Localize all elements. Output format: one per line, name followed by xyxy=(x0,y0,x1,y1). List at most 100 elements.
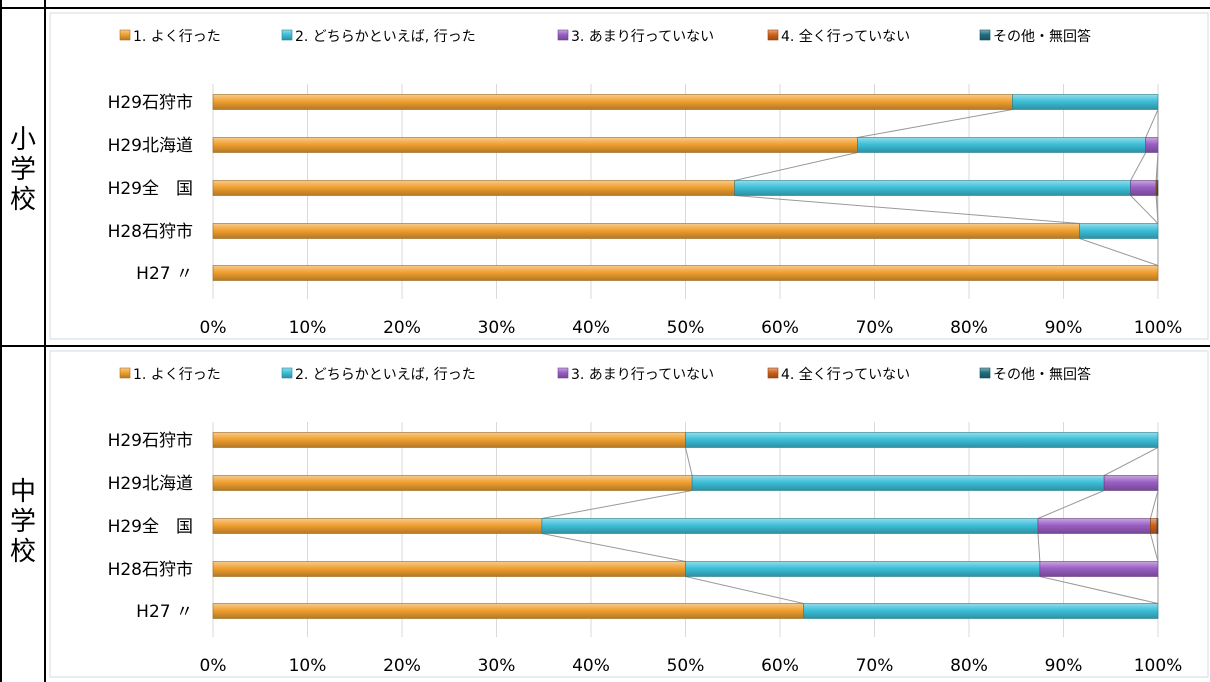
series-connector-line xyxy=(734,152,858,181)
x-tick-label: 70% xyxy=(856,656,894,676)
section-label-char: 校 xyxy=(9,537,36,567)
section-label-char: 中 xyxy=(9,477,36,507)
series-connector-line xyxy=(734,195,1080,224)
x-tick-label: 40% xyxy=(572,656,610,676)
series-connector-line xyxy=(1039,576,1159,604)
legend-label: その他・無回答 xyxy=(993,28,1091,45)
series-connector-line xyxy=(541,490,693,519)
bar-segment xyxy=(857,137,1147,153)
bar-segment xyxy=(212,137,858,153)
bar-segment xyxy=(212,603,804,619)
category-label: H29全 国 xyxy=(108,179,193,199)
series-connector-line xyxy=(1149,533,1159,562)
bar-segment xyxy=(803,603,1159,619)
x-tick-label: 60% xyxy=(761,318,799,338)
legend-label: 2. どちらかといえば, 行った xyxy=(295,367,476,383)
section-label-char: 学 xyxy=(9,155,36,185)
series-connector-line xyxy=(1130,195,1159,224)
category-label: H28石狩市 xyxy=(108,222,193,242)
legend-swatch xyxy=(281,367,293,379)
legend-label: 1. よく行った xyxy=(133,367,221,383)
label-column-divider xyxy=(44,0,46,682)
bar-segment xyxy=(1150,518,1158,534)
legend-swatch xyxy=(767,367,779,379)
section-label-char: 小 xyxy=(9,125,36,155)
legend-label: 3. あまり行っていない xyxy=(571,29,714,45)
category-label: H29北海道 xyxy=(108,136,193,156)
legend-label: 2. どちらかといえば, 行った xyxy=(295,29,476,45)
bar-segment xyxy=(212,223,1080,239)
bar-segment xyxy=(212,561,686,577)
x-tick-label: 20% xyxy=(383,656,421,676)
x-tick-label: 0% xyxy=(200,656,227,676)
section-label-char: 学 xyxy=(9,507,36,537)
bar-segment xyxy=(1156,180,1159,196)
legend-swatch xyxy=(119,29,131,41)
bar-segment xyxy=(1156,518,1159,534)
legend-swatch xyxy=(557,29,569,41)
series-connector-line xyxy=(1103,447,1159,476)
bar-segment xyxy=(1012,94,1159,110)
category-label: H29北海道 xyxy=(108,474,193,494)
legend-swatch xyxy=(979,29,991,41)
x-tick-label: 90% xyxy=(1045,656,1083,676)
x-tick-label: 40% xyxy=(572,318,610,338)
top-border xyxy=(0,7,1210,9)
series-connector-line xyxy=(1156,490,1159,519)
bar-segment xyxy=(212,265,1159,281)
category-label: H27 〃 xyxy=(136,264,193,284)
legend-swatch xyxy=(557,367,569,379)
bar-segment xyxy=(212,94,1013,110)
category-label: H29全 国 xyxy=(108,517,193,537)
series-connectors xyxy=(541,447,1159,604)
bar-segment xyxy=(1145,137,1159,153)
series-connector-line xyxy=(685,447,693,476)
x-tick-label: 30% xyxy=(478,318,516,338)
bar-segment xyxy=(1037,518,1151,534)
section-label-elementary: 小 学 校 xyxy=(4,110,42,230)
x-tick-label: 10% xyxy=(289,318,327,338)
bar-segment xyxy=(691,475,1105,491)
legend-swatch xyxy=(119,367,131,379)
section-label-junior-high: 中 学 校 xyxy=(4,462,42,582)
x-tick-label: 80% xyxy=(950,318,988,338)
category-label: H28石狩市 xyxy=(108,560,193,580)
bar-segment xyxy=(212,475,693,491)
series-connector-line xyxy=(1037,490,1105,519)
x-tick-label: 100% xyxy=(1134,318,1183,338)
legend-swatch xyxy=(979,367,991,379)
series-connector-line xyxy=(1037,533,1041,562)
x-tick-label: 10% xyxy=(289,656,327,676)
bar-segment xyxy=(1079,223,1159,239)
plot-panel xyxy=(49,12,1209,340)
legend-swatch xyxy=(767,29,779,41)
bar-segment xyxy=(212,180,735,196)
series-connector-line xyxy=(1156,152,1159,181)
x-tick-label: 50% xyxy=(667,656,705,676)
x-tick-label: 60% xyxy=(761,656,799,676)
bar-segment xyxy=(1103,475,1159,491)
chart-junior-high: 0% 10% 20% 30% 40% 50% 60% 70% 80% 90% 100% 1. よく行っ… xyxy=(49,350,1209,678)
series-connector-line xyxy=(1130,152,1147,181)
bar-segment xyxy=(212,432,686,448)
x-tick-label: 90% xyxy=(1045,318,1083,338)
chart-elementary: 0% 10% 20% 30% 40% 50% 60% 70% 80% 90% 100% 1. よく行っ… xyxy=(49,12,1209,340)
category-label: H29石狩市 xyxy=(108,431,193,451)
series-connector-line xyxy=(1156,195,1159,224)
legend-label: 1. よく行った xyxy=(133,29,221,45)
x-tick-label: 70% xyxy=(856,318,894,338)
series-connector-line xyxy=(1145,109,1159,138)
legend-label: その他・無回答 xyxy=(993,366,1091,383)
bar-segment xyxy=(541,518,1039,534)
x-tick-label: 50% xyxy=(667,318,705,338)
section-divider xyxy=(0,345,1210,347)
x-tick-label: 80% xyxy=(950,656,988,676)
bar-segment xyxy=(212,518,543,534)
series-connector-line xyxy=(541,533,686,562)
category-label: H29石狩市 xyxy=(108,93,193,113)
section-label-char: 校 xyxy=(9,185,36,215)
category-label: H27 〃 xyxy=(136,602,193,622)
plot-panel xyxy=(49,350,1209,678)
x-tick-label: 30% xyxy=(478,656,516,676)
